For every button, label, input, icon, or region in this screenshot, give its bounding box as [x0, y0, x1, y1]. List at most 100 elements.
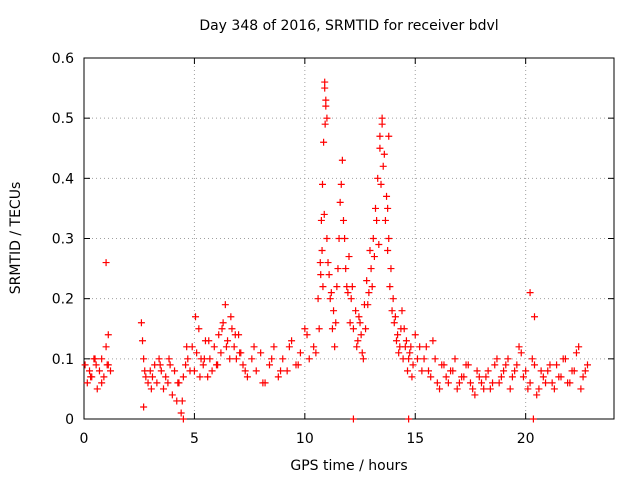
data-point [231, 331, 239, 339]
data-point [385, 235, 393, 242]
data-point [179, 415, 187, 423]
data-point [425, 367, 432, 375]
data-point [320, 210, 328, 218]
data-point [140, 403, 148, 411]
y-tick-label: 0.2 [52, 292, 74, 308]
data-point [166, 361, 174, 369]
data-point [205, 337, 213, 345]
data-point [493, 355, 501, 363]
data-point [581, 367, 589, 375]
data-point [165, 355, 173, 363]
data-point [345, 253, 353, 261]
data-point [404, 367, 412, 375]
data-point [157, 367, 165, 375]
data-point [224, 337, 232, 345]
data-point [349, 325, 357, 333]
data-point [92, 361, 100, 369]
data-point [484, 367, 492, 375]
data-point [442, 373, 450, 381]
data-point [147, 385, 155, 393]
data-point [358, 349, 366, 357]
data-point [506, 385, 514, 393]
data-point [315, 325, 323, 333]
data-point [436, 385, 444, 393]
data-point [376, 144, 384, 152]
data-point [337, 180, 345, 188]
data-point [475, 373, 483, 381]
data-point [380, 150, 388, 158]
data-point [458, 373, 466, 381]
data-point [455, 379, 463, 387]
data-point [218, 325, 226, 333]
y-tick-label: 0.1 [52, 352, 74, 368]
data-point [408, 373, 416, 381]
data-point [222, 343, 230, 351]
data-point [316, 259, 324, 267]
data-point [515, 343, 523, 351]
x-tick-label: 15 [406, 431, 424, 447]
data-point [100, 373, 108, 381]
data-point [241, 367, 249, 375]
data-point [366, 247, 374, 255]
data-point [469, 385, 477, 393]
data-point [178, 397, 186, 405]
data-point [160, 385, 167, 393]
data-point [416, 343, 424, 351]
data-point [482, 373, 490, 381]
data-point [444, 379, 452, 387]
data-point [321, 84, 329, 92]
data-point [577, 385, 585, 393]
data-point [232, 355, 240, 363]
data-point [195, 325, 203, 333]
data-point [252, 367, 260, 375]
data-point [392, 337, 400, 345]
data-point [325, 271, 333, 279]
data-point [579, 373, 587, 381]
data-point [367, 265, 375, 273]
data-point [227, 313, 235, 321]
data-point [535, 385, 543, 393]
data-point [495, 379, 503, 387]
data-point [478, 379, 485, 387]
data-point [318, 247, 326, 255]
data-point [526, 289, 534, 297]
data-point [243, 373, 251, 381]
data-point [427, 373, 435, 381]
data-point [386, 283, 394, 291]
y-tick-label: 0.6 [52, 51, 74, 67]
data-point [376, 132, 384, 140]
data-point [420, 355, 428, 363]
data-point [377, 180, 385, 188]
data-point [383, 192, 391, 200]
data-point [504, 355, 512, 363]
data-point [354, 337, 362, 345]
data-point [305, 355, 313, 363]
data-point [317, 216, 325, 224]
data-point [336, 198, 344, 206]
y-tick-label: 0.3 [52, 232, 74, 248]
data-point [312, 349, 320, 357]
data-point [87, 373, 95, 381]
data-point [348, 283, 356, 291]
data-point [413, 355, 421, 363]
data-point [335, 235, 343, 242]
data-point [406, 349, 414, 357]
data-point [346, 319, 354, 327]
data-point [431, 355, 439, 363]
data-point [199, 361, 207, 369]
data-point [104, 331, 112, 339]
data-point [168, 391, 176, 399]
data-point [544, 367, 552, 375]
y-axis-label: SRMTID / TECUs [8, 182, 24, 295]
data-point [210, 343, 218, 351]
data-point [319, 180, 326, 188]
data-point [317, 271, 325, 279]
data-point [555, 373, 563, 381]
data-point [236, 349, 244, 357]
data-point [283, 367, 291, 375]
data-point [401, 343, 409, 351]
data-point [192, 313, 200, 321]
data-point [294, 361, 302, 369]
data-point [385, 132, 393, 140]
data-point [86, 367, 94, 375]
